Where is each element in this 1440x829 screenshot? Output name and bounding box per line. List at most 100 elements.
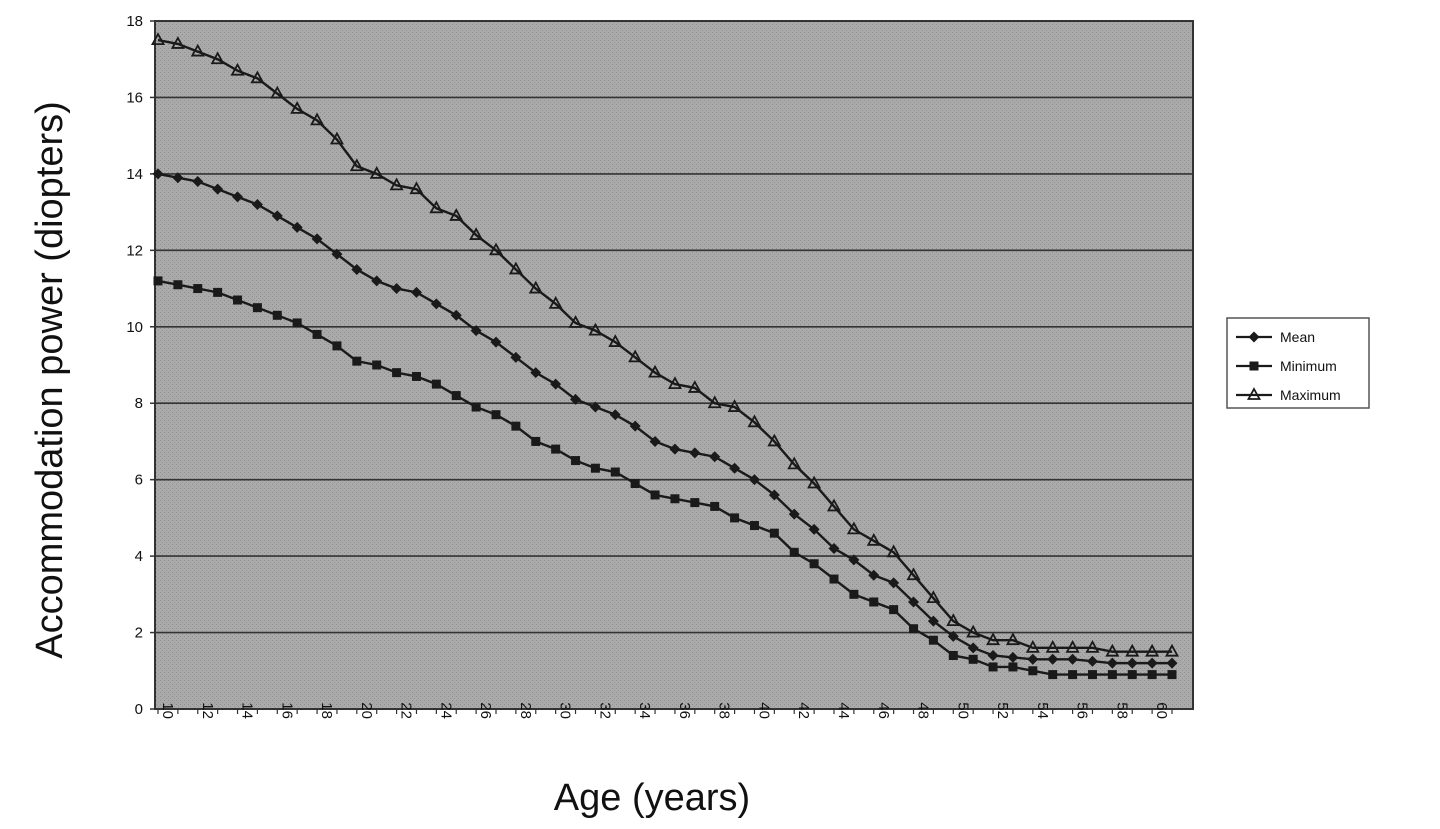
- series-line-minimum: [157, 279, 1172, 676]
- data-point-minimum: [869, 597, 879, 607]
- data-point-minimum: [889, 605, 899, 615]
- data-point-maximum: [826, 498, 842, 512]
- data-point-maximum: [429, 200, 444, 214]
- data-point-maximum: [1085, 639, 1100, 653]
- x-tick-label: 54: [1034, 702, 1051, 719]
- data-point-mean: [470, 325, 482, 337]
- data-point-mean: [371, 275, 383, 287]
- x-tick-label: 10: [159, 702, 176, 719]
- legend-item-mean: Mean: [1236, 329, 1315, 345]
- data-point-minimum: [153, 276, 163, 286]
- data-point-maximum: [310, 112, 325, 126]
- gridlines: [155, 96, 1193, 634]
- x-axis-label: Age (years): [554, 777, 750, 819]
- data-point-mean: [251, 198, 263, 210]
- data-point-mean: [649, 435, 661, 447]
- series-minimum: [153, 276, 1177, 680]
- data-point-minimum: [809, 559, 819, 569]
- data-point-mean: [510, 351, 522, 363]
- data-point-maximum: [349, 158, 364, 172]
- data-point-mean: [232, 191, 244, 203]
- data-point-minimum: [690, 498, 700, 508]
- data-point-minimum: [630, 478, 640, 488]
- data-point-minimum: [1087, 670, 1097, 680]
- data-point-minimum: [1167, 670, 1177, 680]
- data-point-minimum: [849, 589, 859, 599]
- data-point-maximum: [568, 315, 583, 328]
- data-point-mean: [550, 378, 562, 390]
- data-point-maximum: [1164, 643, 1180, 657]
- data-point-minimum: [650, 490, 660, 500]
- data-point-maximum: [508, 261, 523, 275]
- data-point-maximum: [409, 181, 424, 195]
- data-point-minimum: [551, 444, 561, 454]
- data-point-maximum: [488, 242, 504, 256]
- data-point-mean: [172, 172, 184, 184]
- data-point-mean: [530, 367, 542, 379]
- data-point-mean: [410, 286, 422, 298]
- data-point-mean: [729, 462, 741, 474]
- y-tick-label: 18: [126, 13, 143, 30]
- data-point-minimum: [451, 391, 461, 401]
- legend: Mean Minimum Maximum: [1226, 317, 1370, 409]
- data-point-minimum: [909, 624, 919, 634]
- x-tick-label: 42: [795, 702, 812, 719]
- data-point-mean: [351, 263, 363, 275]
- x-tick-label: 58: [1113, 702, 1130, 719]
- data-point-mean: [450, 309, 462, 321]
- data-point-maximum: [290, 101, 305, 114]
- data-point-mean: [689, 447, 701, 459]
- legend-item-minimum: Minimum: [1236, 358, 1337, 374]
- x-tick-label: 52: [994, 702, 1011, 719]
- x-tick-label: 60: [1153, 702, 1170, 719]
- y-tick-label: 2: [135, 625, 143, 642]
- data-point-mean: [1126, 657, 1138, 669]
- x-tick-label: 46: [875, 702, 892, 719]
- legend-swatch-marker: [1246, 387, 1262, 400]
- data-point-minimum: [730, 513, 740, 523]
- series-group: [150, 32, 1180, 680]
- legend-swatch-marker: [1249, 361, 1259, 371]
- data-point-maximum: [548, 295, 563, 309]
- data-point-minimum: [233, 295, 243, 305]
- x-tick-label: 56: [1074, 702, 1091, 719]
- data-point-maximum: [369, 166, 384, 179]
- data-point-mean: [570, 393, 582, 405]
- data-point-maximum: [1025, 639, 1040, 653]
- data-point-minimum: [471, 402, 481, 412]
- data-point-maximum: [807, 475, 822, 489]
- y-tick-label: 0: [135, 701, 143, 718]
- data-point-mean: [1067, 653, 1079, 665]
- data-point-mean: [788, 508, 800, 520]
- data-point-minimum: [411, 371, 421, 381]
- data-point-mean: [1146, 657, 1158, 669]
- y-axis-label: Accommodation power (diopters): [29, 101, 71, 659]
- data-point-mean: [848, 554, 860, 566]
- data-point-minimum: [749, 521, 759, 531]
- x-tick-label: 50: [954, 702, 971, 719]
- data-point-maximum: [866, 532, 881, 546]
- data-point-minimum: [431, 379, 441, 389]
- y-tick-label: 6: [135, 472, 143, 489]
- data-point-minimum: [948, 650, 958, 660]
- data-point-maximum: [926, 590, 941, 604]
- x-tick-label: 14: [239, 702, 256, 719]
- x-axis-ticks: 10 12 14 16 18 20 22 24 26 28 30 32 34 36 38 40 42 44 46 48…: [157, 702, 1173, 719]
- data-point-maximum: [966, 624, 981, 638]
- data-point-maximum: [1065, 639, 1080, 653]
- data-point-maximum: [727, 399, 742, 412]
- legend-label: Mean: [1280, 329, 1315, 345]
- data-point-maximum: [528, 280, 543, 294]
- data-point-minimum: [1127, 670, 1137, 680]
- data-point-minimum: [829, 574, 839, 584]
- legend-label: Maximum: [1280, 387, 1341, 403]
- data-point-mean: [331, 248, 343, 260]
- data-point-maximum: [1045, 639, 1060, 653]
- x-tick-label: 12: [199, 702, 216, 719]
- data-point-minimum: [1008, 662, 1018, 672]
- data-point-mean: [908, 596, 920, 608]
- data-point-minimum: [1028, 666, 1038, 676]
- data-point-mean: [868, 569, 880, 581]
- data-point-mean: [311, 233, 323, 245]
